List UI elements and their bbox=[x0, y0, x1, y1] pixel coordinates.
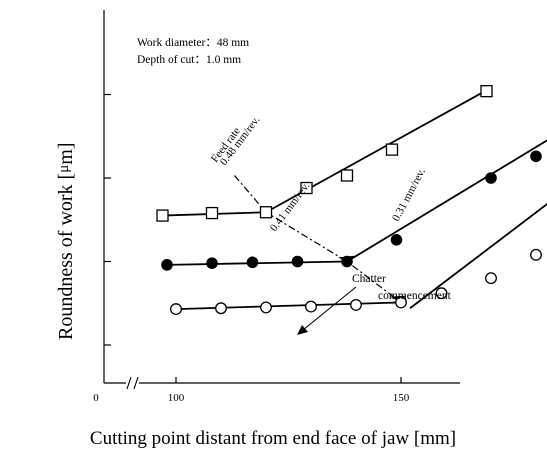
data-markers bbox=[156, 85, 542, 316]
point-s0-1 bbox=[205, 206, 219, 220]
chatter-boundary-line bbox=[234, 175, 402, 303]
x-axis-label: Cutting point distant from end face of j… bbox=[90, 428, 456, 449]
fit-031-flat bbox=[175, 301, 402, 310]
fit-031-rise bbox=[409, 202, 547, 309]
point-s1-1 bbox=[206, 257, 218, 269]
chatter-label-line2: commencement bbox=[378, 290, 452, 302]
point-s2-7 bbox=[485, 272, 497, 285]
work-diameter-note: Work diameter：48 mm bbox=[137, 37, 249, 49]
point-s0-4 bbox=[340, 169, 354, 182]
x-tick-label-150: 150 bbox=[393, 392, 410, 404]
point-s2-5 bbox=[395, 296, 407, 309]
y-axis-label: Roundness of work [μm] bbox=[55, 143, 77, 340]
point-s0-5 bbox=[385, 143, 399, 156]
point-s1-4 bbox=[341, 255, 353, 268]
chatter-arrow bbox=[297, 286, 357, 335]
point-s2-1 bbox=[215, 302, 227, 315]
point-s2-0 bbox=[170, 303, 182, 316]
point-s0-6 bbox=[480, 85, 493, 98]
point-s1-2 bbox=[246, 256, 259, 269]
point-s2-8 bbox=[530, 248, 542, 261]
point-s1-0 bbox=[161, 259, 173, 271]
point-s0-2 bbox=[259, 206, 273, 219]
axes: 0100150200 bbox=[93, 10, 460, 404]
point-s2-4 bbox=[350, 298, 362, 311]
point-s1-3 bbox=[291, 255, 304, 268]
point-s2-2 bbox=[260, 301, 272, 314]
chatter-label-line1: Chatter bbox=[352, 273, 386, 285]
point-s2-6 bbox=[435, 287, 448, 300]
point-s1-7 bbox=[530, 150, 542, 163]
x-axis-break-mark-1 bbox=[126, 376, 132, 390]
x-axis-break-mark-2 bbox=[133, 376, 139, 390]
x-tick-label-0: 0 bbox=[93, 392, 99, 404]
point-s0-3 bbox=[300, 181, 313, 195]
x-tick-label-100: 100 bbox=[168, 392, 185, 404]
point-s1-5 bbox=[390, 233, 403, 246]
point-s1-6 bbox=[485, 172, 497, 184]
point-s0-0 bbox=[156, 209, 169, 222]
depth-of-cut-note: Depth of cut：1.0 mm bbox=[137, 54, 241, 66]
fit-041-rise bbox=[346, 139, 547, 263]
point-s2-3 bbox=[305, 300, 317, 313]
